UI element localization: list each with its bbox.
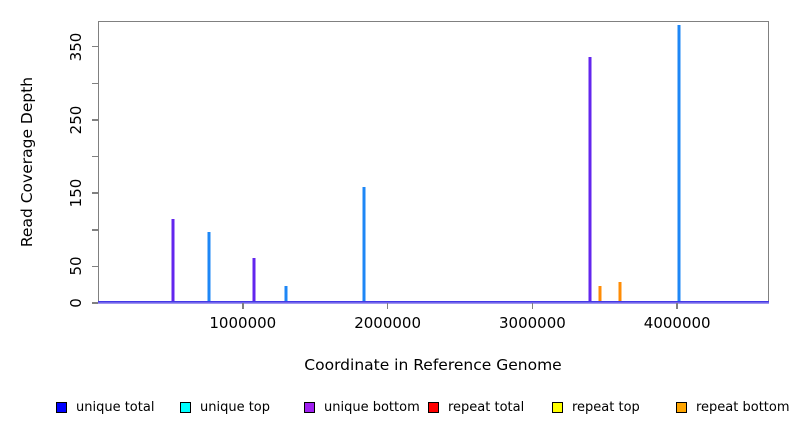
legend-item-unique-bottom: unique bottom <box>304 398 420 416</box>
legend-label: repeat bottom <box>696 399 790 415</box>
legend-item-unique-total: unique total <box>56 398 154 416</box>
y-tick-mark <box>92 82 98 84</box>
legend-swatch-unique-top-icon <box>180 401 191 413</box>
y-tick-label: 0 <box>67 298 85 308</box>
legend-swatch-repeat-top-icon <box>552 401 563 413</box>
y-tick-mark <box>92 45 98 48</box>
legend: unique total unique top unique bottom repea… <box>0 398 792 418</box>
legend-item-repeat-total: repeat total <box>428 398 524 416</box>
coverage-spike <box>362 186 366 303</box>
legend-label: repeat total <box>448 399 525 415</box>
coverage-spike <box>618 281 622 303</box>
legend-item-repeat-bottom: repeat bottom <box>676 398 790 416</box>
coverage-spike <box>207 231 211 303</box>
legend-swatch-repeat-total-icon <box>428 401 439 413</box>
coverage-spike <box>252 257 256 303</box>
y-tick-label: 50 <box>67 256 85 276</box>
legend-swatch-repeat-bottom-icon <box>676 401 687 413</box>
coverage-spike <box>598 286 602 303</box>
legend-label: unique bottom <box>324 399 420 415</box>
y-tick-label: 250 <box>67 105 85 135</box>
legend-swatch-unique-total-icon <box>56 401 67 413</box>
x-tick-label: 2000000 <box>354 314 421 332</box>
coverage-spike <box>588 56 592 303</box>
x-tick-label: 3000000 <box>498 314 566 332</box>
plot-area <box>98 21 769 303</box>
coverage-spike <box>677 24 681 303</box>
x-tick-mark <box>531 303 534 309</box>
legend-label: unique total <box>76 399 155 415</box>
y-tick-mark <box>92 119 98 121</box>
legend-label: unique top <box>200 399 271 415</box>
y-tick-label: 350 <box>67 32 85 61</box>
y-tick-mark <box>92 302 98 304</box>
x-tick-label: 4000000 <box>643 314 711 332</box>
y-tick-label: 150 <box>67 178 85 208</box>
y-tick-mark <box>92 155 98 158</box>
y-tick-mark <box>92 229 98 231</box>
x-axis-title: Coordinate in Reference Genome <box>304 356 562 374</box>
legend-swatch-unique-bottom-icon <box>304 401 315 413</box>
legend-item-repeat-top: repeat top <box>552 398 640 416</box>
y-tick-mark <box>92 265 98 268</box>
x-tick-mark <box>676 303 678 309</box>
coverage-spike <box>284 286 287 303</box>
x-tick-mark <box>386 303 389 309</box>
coverage-spike <box>171 218 175 303</box>
x-tick-label: 1000000 <box>209 314 277 332</box>
x-tick-mark <box>242 303 244 309</box>
y-tick-mark <box>92 192 98 194</box>
legend-item-unique-top: unique top <box>180 398 270 416</box>
zero-baseline <box>98 301 769 304</box>
legend-label: repeat top <box>572 399 640 415</box>
y-axis-title: Read Coverage Depth <box>18 76 36 248</box>
